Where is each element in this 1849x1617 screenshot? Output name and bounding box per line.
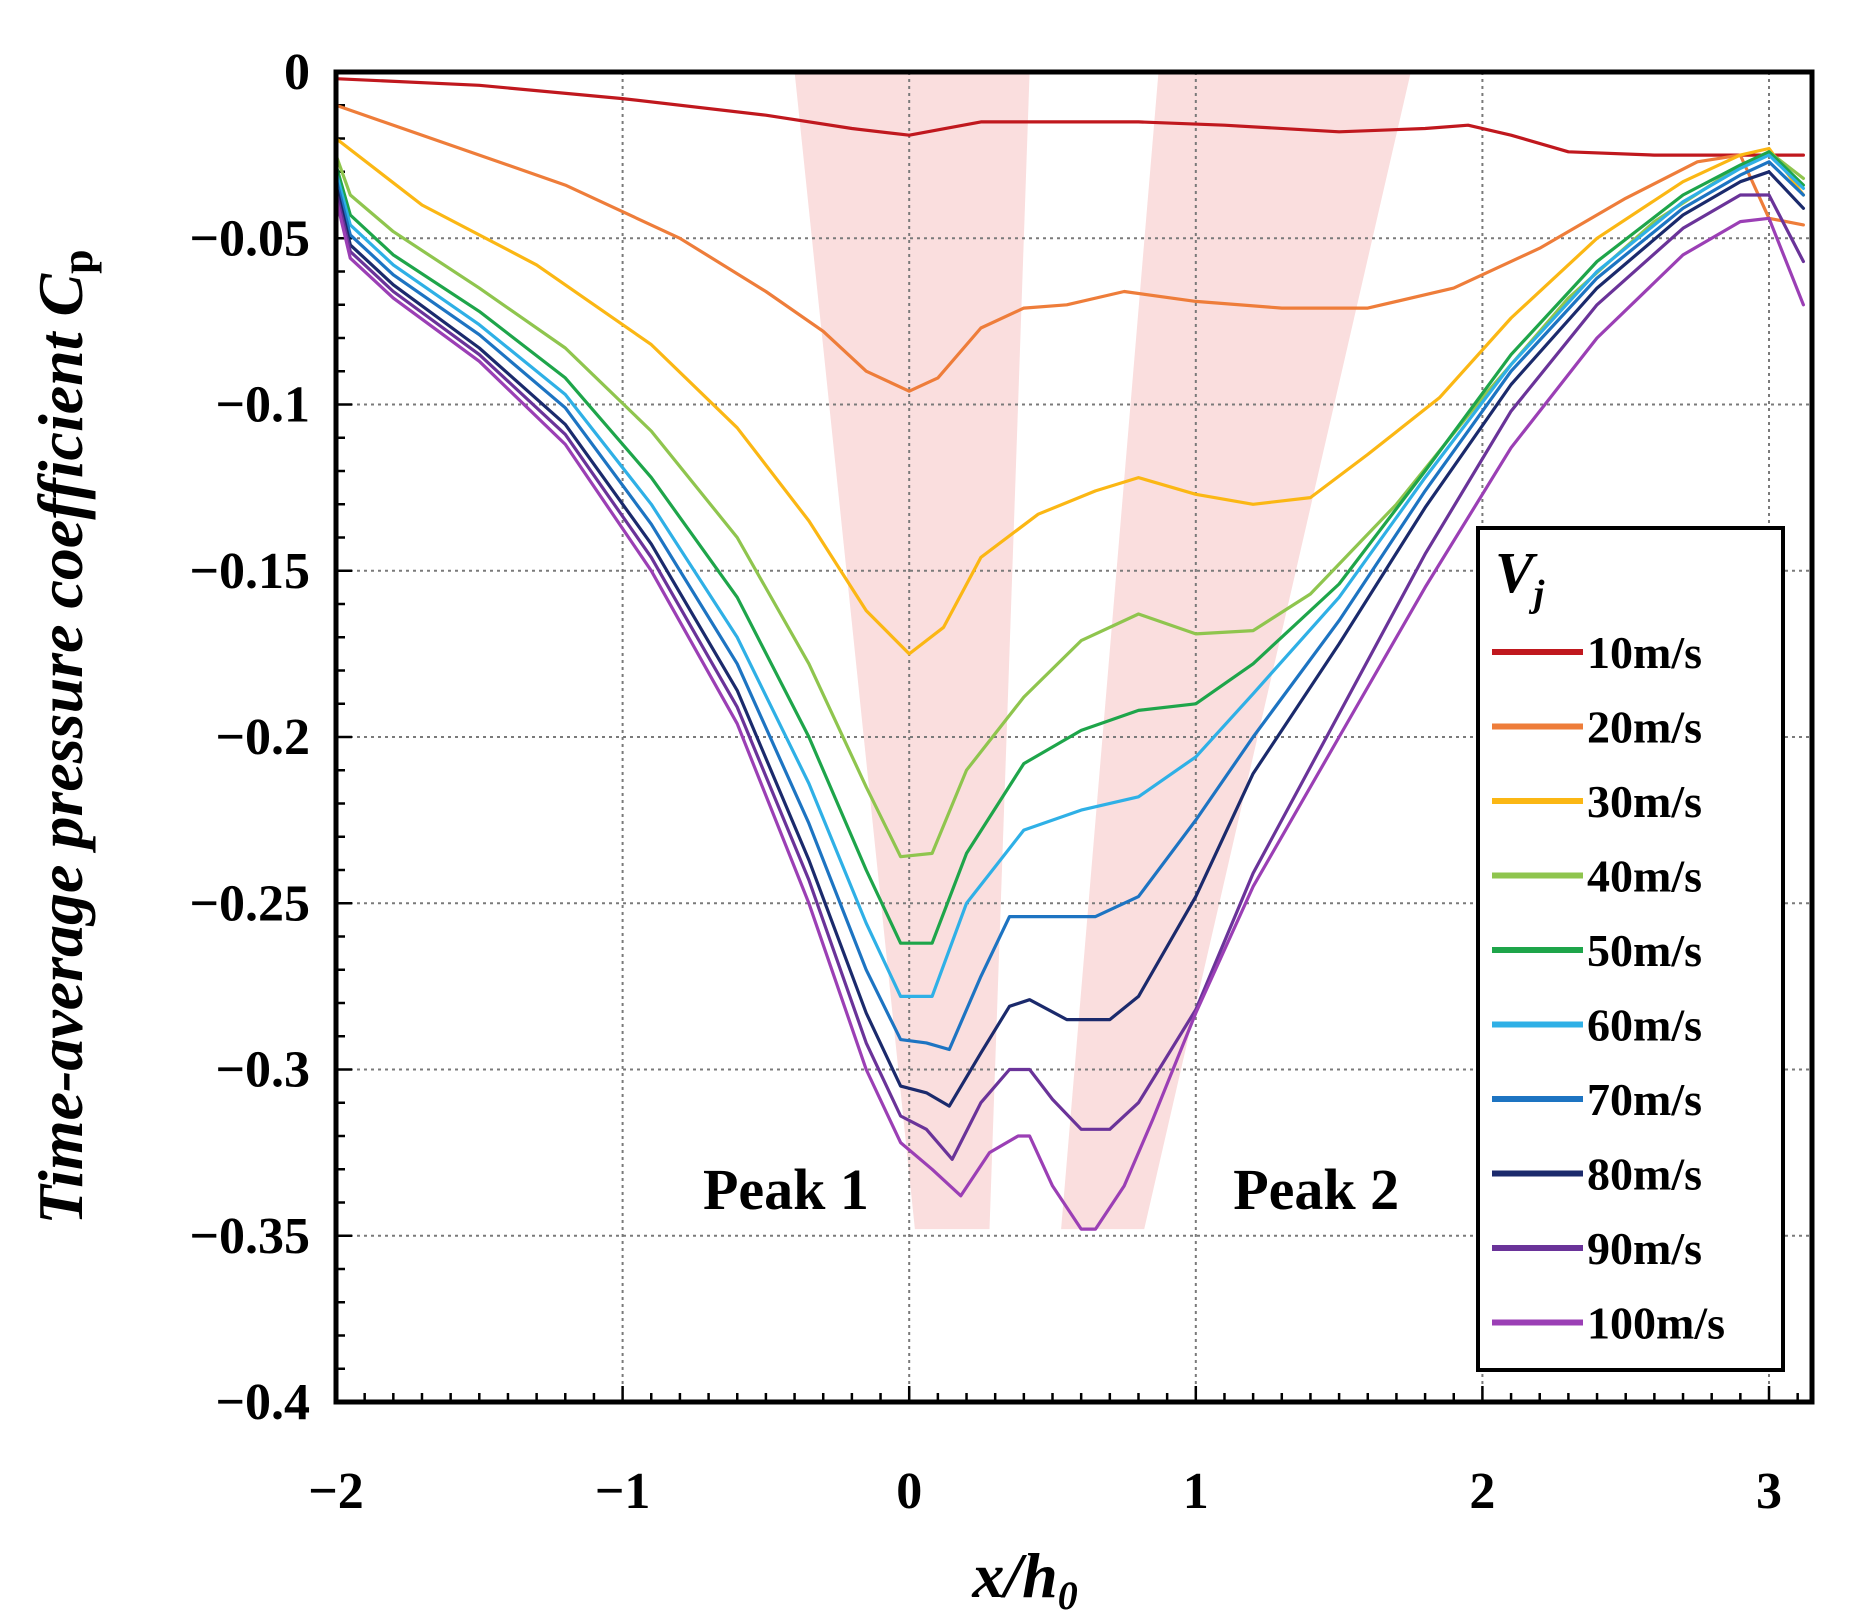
y-tick-label-6: −0.3: [215, 1042, 310, 1099]
legend-label-50m/s: 50m/s: [1587, 925, 1702, 976]
series-line-40m/s: [334, 150, 1805, 859]
series-line-60m/s: [334, 153, 1805, 998]
y-axis-title-sub: p: [53, 249, 102, 273]
legend-label-30m/s: 30m/s: [1587, 776, 1702, 827]
series-line-100m/s: [334, 196, 1805, 1231]
legend-label-90m/s: 90m/s: [1587, 1223, 1702, 1274]
y-tick-label-8: −0.4: [215, 1374, 310, 1431]
series-line-90m/s: [334, 190, 1805, 1161]
legend-title-main: V: [1495, 540, 1538, 605]
series-line-50m/s: [334, 150, 1805, 945]
series-line-20m/s: [334, 103, 1805, 393]
y-tick-label-4: −0.2: [215, 709, 310, 766]
y-tick-label-1: −0.05: [189, 210, 310, 267]
legend: Vj 10m/s 20m/s 30m/s 40m/s 50m/s 60m/s 70m/s 80…: [1476, 526, 1785, 1372]
legend-title: Vj: [1495, 540, 1545, 615]
highlight-band-2: [1061, 72, 1411, 1230]
y-axis-title-main: Time-average pressure coefficient C: [25, 272, 96, 1224]
x-axis-title-sub: 0: [1058, 1573, 1078, 1617]
series-line-10m/s: [334, 77, 1805, 157]
legend-label-20m/s: 20m/s: [1587, 702, 1702, 753]
y-tick-label-5: −0.25: [189, 875, 310, 932]
x-tick-label-2: 0: [896, 1463, 922, 1520]
x-tick-label-0: −2: [308, 1463, 364, 1520]
series-line-80m/s: [334, 170, 1805, 1108]
series-line-30m/s: [334, 136, 1805, 656]
y-tick-label-0: 0: [284, 44, 310, 101]
plot-frame: [333, 69, 1815, 1405]
y-tick-label-3: −0.15: [189, 543, 310, 600]
x-tick-labels: −2 −1 0 1 2 3: [308, 1463, 1782, 1520]
legend-label-60m/s: 60m/s: [1587, 1000, 1702, 1051]
x-tick-label-3: 1: [1183, 1463, 1209, 1520]
data-series: [334, 77, 1805, 1231]
legend-label-10m/s: 10m/s: [1587, 627, 1702, 678]
annotation-peak-1: Peak 1: [703, 1157, 869, 1222]
y-tick-label-2: −0.1: [215, 377, 310, 434]
legend-label-40m/s: 40m/s: [1587, 851, 1702, 902]
x-tick-label-5: 3: [1756, 1463, 1782, 1520]
y-axis-title: Time-average pressure coefficient Cp: [25, 249, 102, 1224]
y-tick-labels: 0 −0.05 −0.1 −0.15 −0.2 −0.25 −0.3 −0.35 −0.4: [189, 44, 310, 1431]
legend-items: 10m/s 20m/s 30m/s 40m/s 50m/s 60m/s 70m/s 80m/s…: [1492, 627, 1725, 1349]
x-axis-title: x/h0: [971, 1540, 1077, 1617]
legend-label-100m/s: 100m/s: [1587, 1298, 1725, 1349]
y-tick-label-7: −0.35: [189, 1208, 310, 1265]
legend-label-70m/s: 70m/s: [1587, 1074, 1702, 1125]
x-tick-label-1: −1: [595, 1463, 651, 1520]
x-tick-label-4: 2: [1469, 1463, 1495, 1520]
legend-label-80m/s: 80m/s: [1587, 1149, 1702, 1200]
annotation-peak-2: Peak 2: [1233, 1157, 1399, 1222]
series-line-70m/s: [334, 160, 1805, 1052]
x-axis-title-main: x/h: [971, 1540, 1057, 1611]
